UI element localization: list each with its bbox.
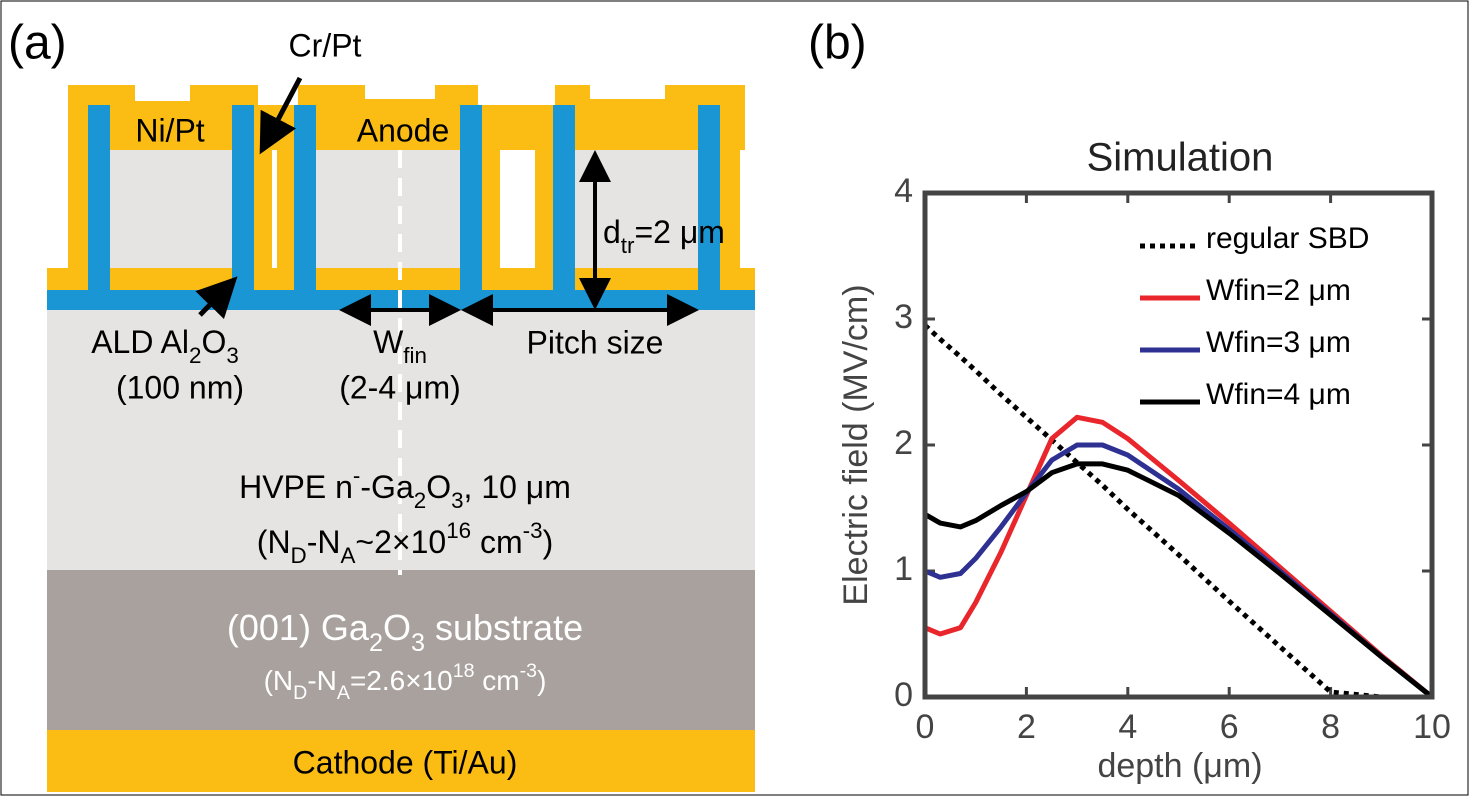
text-part: (001) Ga xyxy=(227,607,370,648)
text-part: cm xyxy=(475,665,520,696)
label: Cathode (Ti/Au) xyxy=(293,744,518,780)
text-part: =2.6×10 xyxy=(350,665,453,696)
text-part: 3 xyxy=(411,629,425,657)
y-tick-label: 2 xyxy=(894,424,913,462)
trench-gap xyxy=(272,150,277,268)
x-tick-label: 4 xyxy=(1118,708,1137,746)
text-part: O xyxy=(426,469,451,505)
text-part: fin xyxy=(403,343,427,368)
text-part: -N xyxy=(307,524,341,560)
x-tick-label: 6 xyxy=(1220,708,1239,746)
y-tick-label: 0 xyxy=(894,676,913,714)
series-line xyxy=(925,325,1432,697)
text-part: W xyxy=(373,324,404,360)
text-part: 3 xyxy=(451,488,463,513)
metal-notch xyxy=(590,85,665,99)
text-part: 2 xyxy=(189,343,201,368)
y-axis-label: Electric field (MV/cm) xyxy=(837,284,875,605)
text-part: 2 xyxy=(414,488,426,513)
al2o3 xyxy=(553,105,575,295)
text-part: 16 xyxy=(446,518,471,543)
text-part: A xyxy=(337,682,351,704)
text-part: ALD Al xyxy=(91,324,189,360)
legend-label: Wfin=3 μm xyxy=(1206,326,1351,359)
label: Cr/Pt xyxy=(289,27,362,63)
y-tick-label: 4 xyxy=(894,172,913,210)
text-part: D xyxy=(291,543,307,568)
legend-label: Wfin=4 μm xyxy=(1206,378,1351,411)
text-part: cm xyxy=(471,524,523,560)
x-tick-label: 0 xyxy=(916,708,935,746)
legend-label: Wfin=2 μm xyxy=(1206,274,1351,307)
text-part: ) xyxy=(543,524,554,560)
metal-notch xyxy=(365,85,435,99)
text-part: ) xyxy=(537,665,546,696)
x-tick-label: 2 xyxy=(1017,708,1036,746)
al2o3 xyxy=(294,105,316,295)
label: Anode xyxy=(357,112,450,148)
text-part: (N xyxy=(264,665,294,696)
panel-label: (a) xyxy=(8,17,67,70)
metal-notch xyxy=(135,85,190,101)
text-part: -Ga xyxy=(360,469,414,505)
label: (2-4 μm) xyxy=(339,369,461,405)
chart: (b) Simulation depth (μm) Electric field… xyxy=(808,17,1451,785)
text-part: HVPE n xyxy=(239,469,353,505)
text-part: -3 xyxy=(520,660,538,682)
al2o3 xyxy=(88,105,110,290)
text-part: ~2×10 xyxy=(355,524,446,560)
label: Ni/Pt xyxy=(135,112,204,148)
text-part: substrate xyxy=(425,607,583,648)
text-part: D xyxy=(293,682,307,704)
text-part: 3 xyxy=(226,343,238,368)
text-part: tr xyxy=(621,233,635,258)
text-part: A xyxy=(340,543,355,568)
al2o3 xyxy=(232,105,254,295)
series-line xyxy=(925,464,1432,697)
text-part: 2 xyxy=(369,629,383,657)
text-part: O xyxy=(383,607,411,648)
text-part: -3 xyxy=(523,518,543,543)
substrate xyxy=(47,570,755,730)
panel-label: (b) xyxy=(808,17,867,70)
figure: (a) Cr/Pt Ni/Pt Anode dtr=2 μm ALD Al2O3… xyxy=(0,0,1469,796)
y-tick-label: 1 xyxy=(894,550,913,588)
label: Pitch size xyxy=(527,324,664,360)
text-part: d xyxy=(603,214,621,250)
text-part: - xyxy=(353,463,360,488)
x-tick-label: 8 xyxy=(1321,708,1340,746)
text-part: O xyxy=(201,324,226,360)
trench-gap xyxy=(500,150,535,268)
cr-pt xyxy=(68,85,88,268)
label: (100 nm) xyxy=(116,369,244,405)
x-axis-label: depth (μm) xyxy=(1097,747,1262,785)
text-part: -N xyxy=(307,665,337,696)
chart-title: Simulation xyxy=(1087,136,1274,180)
text-part: =2 μm xyxy=(634,214,724,250)
al2o3 xyxy=(698,105,720,295)
plot-frame xyxy=(925,193,1432,697)
x-tick-label: 10 xyxy=(1413,708,1451,746)
legend-label: regular SBD xyxy=(1206,222,1369,255)
text-part: (N xyxy=(257,524,291,560)
text-part: 18 xyxy=(453,660,475,682)
text-part: , 10 μm xyxy=(464,469,571,505)
al2o3 xyxy=(460,105,482,295)
y-tick-label: 3 xyxy=(894,298,913,336)
